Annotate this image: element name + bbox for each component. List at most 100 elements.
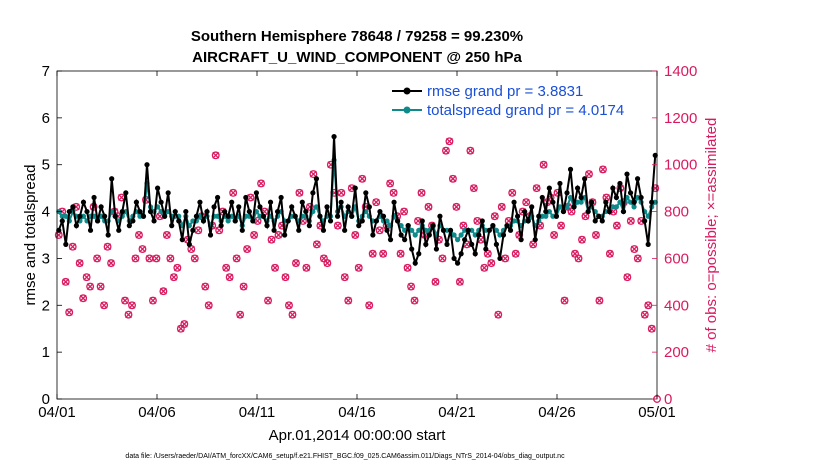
rmse-point — [539, 194, 545, 201]
obs-assimilated-cross — [222, 264, 230, 272]
obs-assimilated-cross — [487, 259, 495, 267]
obs-count-marker — [358, 174, 367, 183]
obs-assimilated-cross — [275, 231, 282, 239]
obs-possible-circle — [550, 231, 559, 239]
obs-possible-circle — [96, 282, 105, 291]
obs-assimilated-cross — [501, 254, 509, 262]
rmse-point — [77, 213, 83, 219]
rmse-point — [211, 204, 217, 210]
obs-possible-circle — [466, 146, 475, 155]
obs-possible-circle — [152, 254, 161, 263]
obs-possible-circle — [323, 259, 332, 268]
left-tick-label: 5 — [42, 157, 50, 174]
rmse-point — [564, 190, 570, 196]
obs-count-marker — [379, 249, 388, 258]
obs-count-marker — [169, 273, 178, 282]
obs-possible-circle — [281, 273, 290, 282]
rmse-point — [377, 208, 383, 215]
totalspread-point — [454, 237, 461, 243]
rmse-point — [183, 208, 189, 215]
obs-assimilated-cross — [439, 254, 446, 262]
obs-assimilated-cross — [302, 264, 310, 272]
obs-possible-circle — [511, 249, 520, 258]
obs-count-marker — [581, 212, 590, 221]
obs-assimilated-cross — [334, 222, 342, 230]
rmse-point — [522, 208, 528, 215]
obs-possible-circle — [264, 296, 272, 305]
rmse-point — [589, 199, 595, 205]
obs-count-marker — [61, 277, 70, 286]
obs-assimilated-cross — [121, 297, 129, 305]
obs-assimilated-cross — [557, 222, 565, 230]
rmse-point — [511, 199, 517, 205]
left-tick-label: 6 — [42, 110, 50, 127]
rmse-point — [606, 208, 612, 215]
obs-possible-circle — [121, 296, 129, 305]
rmse-point — [260, 213, 267, 219]
obs-possible-circle — [626, 216, 635, 225]
obs-possible-circle — [86, 282, 95, 291]
rmse-point — [236, 204, 242, 210]
rmse-point — [140, 213, 147, 219]
obs-possible-circle — [159, 287, 168, 296]
obs-assimilated-cross — [135, 231, 143, 239]
obs-count-marker — [389, 188, 398, 197]
obs-possible-circle — [438, 254, 447, 263]
totalspread-point — [416, 227, 422, 233]
obs-count-marker — [138, 245, 147, 254]
obs-count-marker — [595, 296, 604, 305]
obs-assimilated-cross — [149, 297, 157, 305]
obs-assimilated-cross — [79, 294, 87, 302]
obs-possible-circle — [633, 254, 642, 263]
obs-assimilated-cross — [512, 250, 520, 258]
obs-assimilated-cross — [595, 297, 603, 305]
obs-count-marker — [166, 254, 175, 263]
obs-assimilated-cross — [292, 259, 300, 267]
rmse-point — [356, 223, 362, 229]
rmse-point — [486, 227, 492, 233]
rmse-point — [631, 199, 637, 205]
obs-assimilated-cross — [264, 297, 272, 305]
obs-count-marker — [598, 165, 607, 174]
obs-count-marker — [396, 249, 405, 258]
rmse-point — [394, 218, 401, 224]
rmse-point — [529, 204, 535, 210]
obs-possible-circle — [162, 231, 171, 239]
obs-count-marker — [442, 146, 450, 155]
rmse-point — [613, 194, 620, 201]
obs-assimilated-cross — [575, 254, 582, 262]
obs-assimilated-cross — [404, 264, 412, 272]
obs-assimilated-cross — [592, 231, 600, 239]
rmse-point — [493, 241, 500, 247]
totalspread-point — [225, 218, 231, 224]
rmse-point — [370, 232, 376, 238]
rmse-point — [126, 223, 132, 229]
obs-assimilated-cross — [466, 147, 474, 155]
obs-assimilated-cross — [180, 320, 188, 328]
obs-possible-circle — [368, 249, 377, 258]
obs-count-marker — [452, 202, 461, 211]
obs-assimilated-cross — [191, 254, 199, 262]
obs-possible-circle — [267, 235, 276, 244]
rmse-point — [352, 185, 358, 191]
rmse-point — [214, 194, 221, 201]
obs-count-marker — [354, 263, 363, 272]
obs-count-marker — [274, 231, 283, 239]
obs-possible-circle — [65, 308, 74, 317]
left-tick-label: 1 — [42, 344, 50, 361]
obs-count-marker — [473, 216, 482, 225]
obs-count-marker — [612, 221, 621, 230]
obs-possible-circle — [107, 259, 116, 268]
obs-assimilated-cross — [323, 259, 331, 267]
obs-possible-circle — [605, 249, 614, 258]
rmse-point — [59, 218, 65, 224]
rmse-point — [599, 218, 605, 224]
obs-count-marker — [267, 235, 276, 244]
rmse-point — [116, 227, 122, 233]
obs-assimilated-cross — [522, 198, 530, 206]
totalspread-point — [458, 232, 464, 238]
obs-count-marker — [75, 259, 84, 268]
left-tick-label: 7 — [42, 63, 50, 80]
rmse-point — [320, 227, 327, 233]
obs-count-marker — [365, 301, 374, 310]
